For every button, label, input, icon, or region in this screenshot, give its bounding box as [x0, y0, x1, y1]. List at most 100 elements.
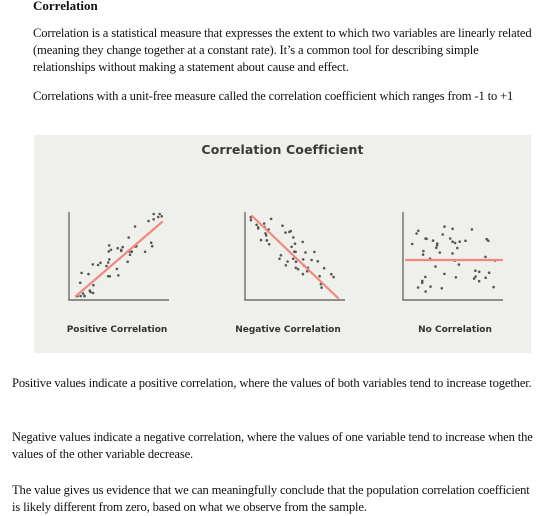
scatter-dot	[431, 239, 435, 242]
scatter-dot	[435, 242, 439, 245]
scatter-dot	[107, 244, 111, 247]
scatter-dot	[249, 218, 253, 222]
scatter-dot	[434, 265, 437, 268]
positive-correlation-label: Positive Correlation	[66, 325, 168, 335]
scatter-dot	[440, 287, 444, 290]
scatter-dot	[454, 276, 458, 279]
scatter-dot	[296, 267, 300, 271]
scatter-dot	[485, 237, 488, 241]
scatter-dot	[453, 241, 457, 245]
scatter-dot	[281, 224, 284, 227]
negative-correlation-label: Negative Correlation	[235, 325, 341, 335]
scatter-dot	[458, 240, 461, 243]
scatter-dot	[130, 250, 134, 253]
scatter-dot	[149, 241, 153, 244]
scatter-dot	[91, 263, 95, 266]
scatter-dot	[448, 237, 452, 240]
scatter-dot	[78, 281, 82, 285]
scatter-dot	[92, 283, 95, 287]
scatter-dot	[435, 246, 438, 250]
scatter-dot	[310, 258, 313, 262]
scatter-dot	[441, 233, 444, 236]
scatter-dot	[474, 269, 477, 272]
scatter-dot	[108, 258, 111, 261]
scatter-dot	[421, 253, 425, 256]
scatter-dot	[264, 234, 268, 237]
no-correlation-plot	[402, 212, 504, 301]
scatter-dot	[292, 236, 295, 239]
trend-line	[74, 220, 164, 298]
scatter-dot	[108, 275, 112, 278]
scatter-dot	[492, 285, 495, 289]
scatter-dot	[456, 246, 459, 250]
scatter-dot	[109, 248, 113, 252]
scatter-dot	[451, 240, 454, 243]
body-paragraph-3: The value gives us evidence that we can …	[12, 483, 530, 514]
scatter-dot	[106, 261, 110, 264]
scatter-dot	[264, 232, 267, 235]
scatter-dot	[286, 260, 289, 263]
scatter-dot	[313, 250, 316, 254]
scatter-dot	[316, 260, 320, 263]
scatter-dot	[477, 270, 481, 274]
scatter-dot	[301, 240, 304, 244]
scatter-dot	[156, 215, 160, 219]
scatter-dot	[424, 290, 427, 293]
scatter-dot	[487, 271, 491, 274]
scatter-dot	[416, 286, 420, 289]
scatter-dot	[87, 272, 90, 276]
scatter-dot	[464, 239, 467, 243]
figure-title: Correlation Coefficient	[201, 142, 364, 157]
scatter-dot	[117, 274, 120, 277]
scatter-dot	[121, 245, 124, 249]
scatter-dot	[120, 249, 123, 253]
intro-paragraph-2: Correlations with a unit-free measure ca…	[33, 89, 514, 103]
scatter-dot	[322, 266, 326, 270]
negative-correlation-plot	[244, 212, 345, 301]
scatter-dot	[256, 227, 260, 230]
scatter-dot	[262, 222, 266, 225]
scatter-dot	[133, 225, 137, 228]
scatter-dot	[332, 275, 335, 279]
scatter-dot	[304, 251, 307, 254]
scatter-dot	[470, 228, 474, 231]
scatter-dot	[294, 250, 297, 254]
scatter-dot	[279, 254, 283, 257]
scatter-dot	[443, 225, 446, 228]
scatter-dot	[474, 275, 477, 278]
scatter-dot	[96, 263, 100, 267]
axis-lines	[68, 212, 169, 301]
scatter-dot	[81, 292, 85, 295]
scatter-dot	[127, 236, 130, 239]
body-paragraph-2: Negative values indicate a negative corr…	[12, 430, 533, 461]
scatter-dot	[318, 274, 321, 278]
scatter-dot	[301, 258, 305, 261]
scatter-dot	[143, 250, 147, 254]
scatter-dot	[451, 227, 454, 231]
scatter-dot	[80, 271, 83, 275]
scatter-dot	[115, 267, 119, 271]
positive-correlation-plot	[68, 212, 169, 301]
scatter-dot	[451, 252, 454, 255]
scatter-dot	[457, 263, 461, 266]
scatter-dot	[259, 238, 263, 242]
scatter-dot	[107, 250, 111, 253]
scatter-dot	[294, 266, 298, 270]
scatter-dot	[158, 212, 161, 216]
scatter-dot	[160, 215, 164, 218]
scatter-dot	[269, 217, 273, 221]
scatter-dot	[293, 242, 297, 245]
scatter-dot	[443, 272, 446, 276]
axis-lines	[244, 212, 345, 301]
scatter-dot	[484, 255, 487, 259]
scatter-dot	[152, 212, 155, 216]
scatter-dot	[105, 264, 108, 268]
scatter-dot	[484, 276, 487, 280]
scatter-dot	[278, 257, 281, 261]
scatter-dot	[99, 261, 102, 265]
scatter-dot	[88, 289, 92, 292]
trend-line	[250, 214, 340, 300]
scatter-dot	[425, 237, 428, 241]
scatter-dot	[421, 279, 424, 283]
scatter-dot	[126, 260, 129, 264]
